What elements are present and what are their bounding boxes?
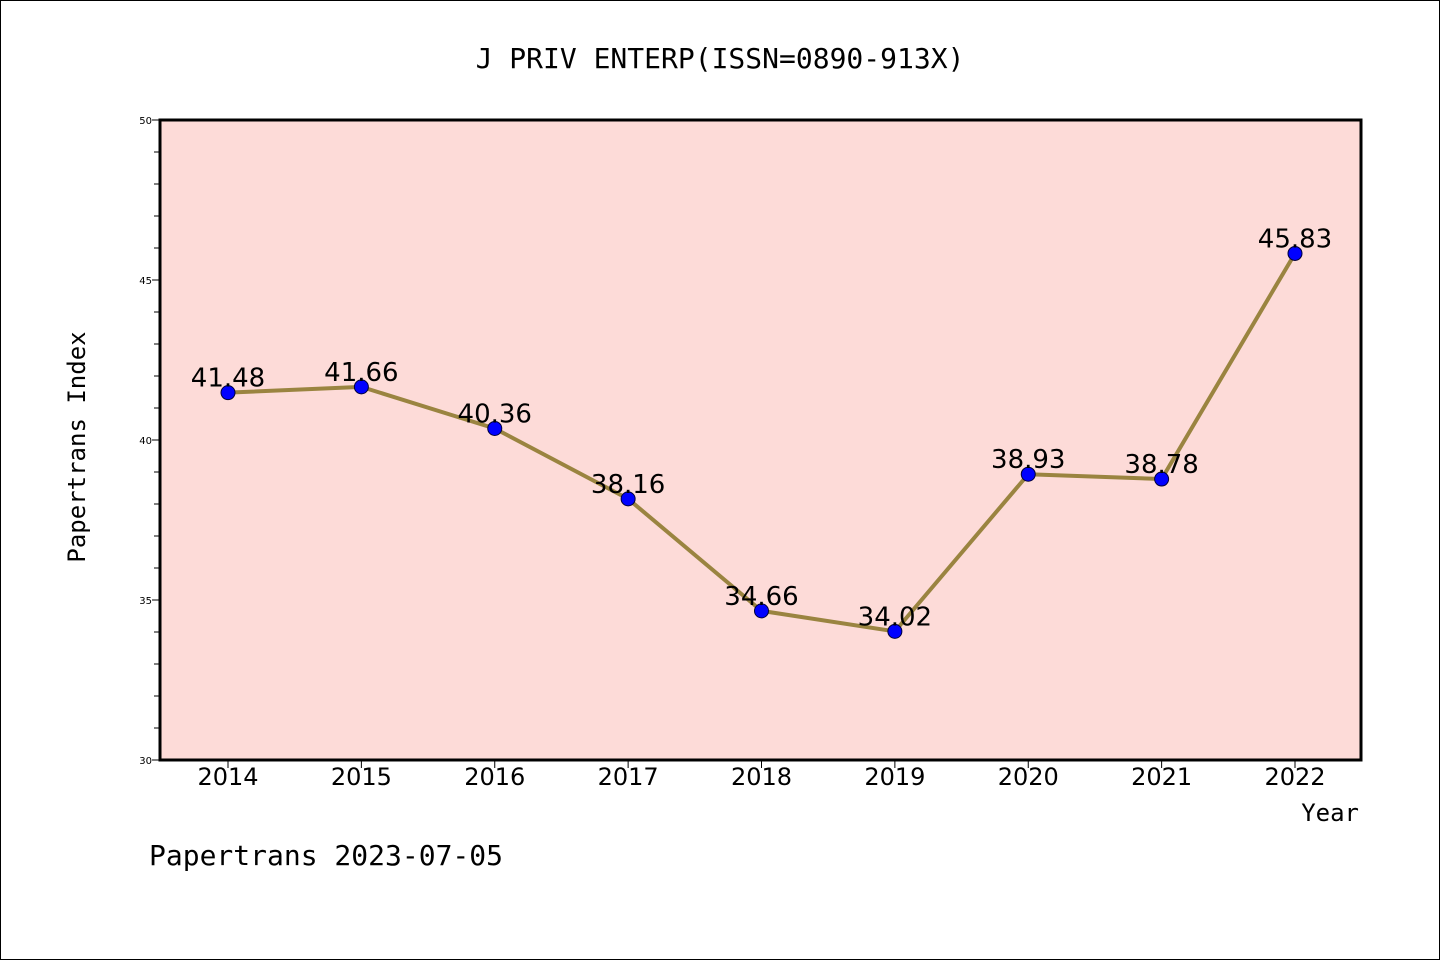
y-axis: 30 35 40 45 50 bbox=[139, 116, 160, 767]
x-tick-label: 2015 bbox=[331, 763, 392, 791]
x-tick-label: 2014 bbox=[197, 763, 258, 791]
x-tick-label: 2017 bbox=[598, 763, 659, 791]
data-label: 40.36 bbox=[458, 399, 532, 429]
data-label: 45.83 bbox=[1258, 224, 1332, 254]
y-tick-label: 30 bbox=[139, 756, 152, 767]
x-tick-label: 2019 bbox=[864, 763, 925, 791]
y-tick-label: 45 bbox=[139, 276, 152, 287]
data-label: 34.02 bbox=[858, 602, 932, 632]
data-label: 38.16 bbox=[591, 470, 665, 500]
data-point bbox=[353, 379, 369, 395]
data-label: 38.78 bbox=[1124, 450, 1198, 480]
data-point bbox=[887, 623, 903, 639]
data-labels: 41.48 41.66 40.36 38.16 34.66 34.02 38.93 38.78… bbox=[191, 224, 1332, 632]
x-tick-label: 2022 bbox=[1264, 763, 1325, 791]
data-point bbox=[1287, 245, 1303, 261]
x-axis: 2014 2015 2016 2017 2018 2019 2020 2021 2022 bbox=[197, 760, 1326, 791]
data-label: 38.93 bbox=[991, 445, 1065, 475]
data-point bbox=[754, 603, 769, 619]
y-axis-title: Papertrans Index bbox=[63, 331, 91, 562]
plot-area bbox=[158, 118, 1363, 762]
series bbox=[220, 245, 1303, 639]
data-point bbox=[1154, 471, 1170, 487]
data-point bbox=[620, 491, 636, 507]
y-tick-label: 50 bbox=[139, 116, 152, 127]
chart-title: J PRIV ENTERP(ISSN=0890-913X) bbox=[476, 42, 965, 75]
y-tick-label: 35 bbox=[139, 596, 152, 607]
data-label: 41.48 bbox=[191, 364, 265, 394]
y-tick-label: 40 bbox=[139, 436, 152, 447]
data-label: 41.66 bbox=[324, 358, 398, 388]
x-axis-title: Year bbox=[1301, 799, 1359, 827]
data-label: 34.66 bbox=[724, 582, 798, 612]
data-point bbox=[1020, 466, 1036, 482]
x-tick-label: 2020 bbox=[998, 763, 1059, 791]
footer-text: Papertrans 2023-07-05 bbox=[149, 839, 503, 872]
data-point bbox=[487, 420, 503, 436]
x-tick-label: 2018 bbox=[731, 763, 792, 791]
data-point bbox=[220, 385, 236, 401]
x-tick-label: 2021 bbox=[1131, 763, 1192, 791]
x-tick-label: 2016 bbox=[464, 763, 525, 791]
